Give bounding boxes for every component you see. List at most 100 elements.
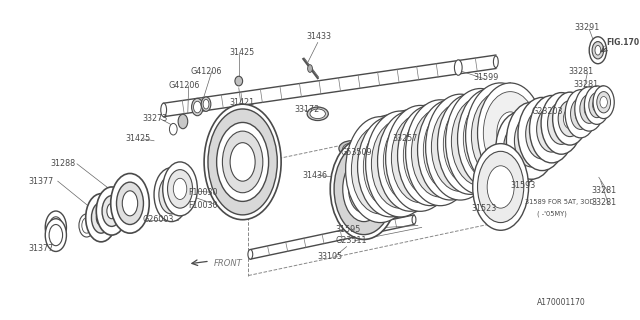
Text: 31433: 31433 — [306, 32, 331, 41]
Text: 33172: 33172 — [294, 105, 320, 115]
Text: G26003: G26003 — [143, 215, 174, 224]
Ellipse shape — [208, 109, 277, 215]
Text: 33273: 33273 — [143, 114, 168, 123]
Ellipse shape — [473, 144, 529, 230]
Text: 33257: 33257 — [393, 134, 418, 143]
Ellipse shape — [154, 168, 189, 222]
Ellipse shape — [444, 103, 497, 186]
Ellipse shape — [163, 162, 197, 216]
Ellipse shape — [367, 148, 394, 191]
Ellipse shape — [580, 95, 598, 124]
Ellipse shape — [201, 97, 211, 111]
Ellipse shape — [412, 108, 469, 197]
Ellipse shape — [431, 103, 489, 191]
Ellipse shape — [504, 124, 536, 173]
Ellipse shape — [82, 218, 92, 233]
Ellipse shape — [543, 116, 560, 142]
Ellipse shape — [477, 151, 524, 223]
Ellipse shape — [412, 215, 416, 224]
Ellipse shape — [377, 146, 404, 188]
Ellipse shape — [445, 89, 515, 195]
Ellipse shape — [371, 120, 429, 208]
Ellipse shape — [438, 94, 503, 194]
Ellipse shape — [45, 219, 67, 252]
Ellipse shape — [477, 83, 543, 183]
Text: G41206: G41206 — [191, 67, 222, 76]
Ellipse shape — [349, 165, 380, 213]
Text: 31421: 31421 — [229, 98, 254, 107]
Text: FIG.170: FIG.170 — [607, 38, 639, 47]
Ellipse shape — [161, 103, 166, 117]
Ellipse shape — [178, 114, 188, 129]
Ellipse shape — [339, 141, 364, 156]
Ellipse shape — [248, 250, 253, 259]
Ellipse shape — [426, 94, 495, 200]
Text: 33105: 33105 — [317, 252, 343, 261]
Text: 31425: 31425 — [125, 134, 150, 143]
Ellipse shape — [454, 60, 462, 75]
Ellipse shape — [49, 217, 63, 238]
Text: FRONT: FRONT — [214, 260, 243, 268]
Ellipse shape — [92, 202, 111, 233]
Ellipse shape — [541, 92, 582, 154]
Ellipse shape — [170, 124, 177, 135]
Ellipse shape — [427, 132, 454, 174]
Ellipse shape — [496, 112, 544, 185]
Ellipse shape — [230, 143, 255, 181]
Text: 33291: 33291 — [575, 23, 600, 32]
Ellipse shape — [447, 126, 474, 168]
Text: F10030: F10030 — [189, 201, 218, 210]
Ellipse shape — [358, 117, 423, 217]
Ellipse shape — [193, 101, 201, 113]
Ellipse shape — [589, 37, 607, 64]
Ellipse shape — [487, 166, 514, 208]
Ellipse shape — [563, 108, 577, 129]
Ellipse shape — [168, 170, 193, 208]
Ellipse shape — [463, 97, 517, 180]
Text: 31436: 31436 — [302, 171, 327, 180]
Ellipse shape — [49, 225, 63, 246]
Ellipse shape — [159, 175, 184, 214]
Ellipse shape — [584, 101, 595, 117]
Ellipse shape — [596, 92, 611, 113]
Ellipse shape — [417, 134, 444, 177]
Ellipse shape — [79, 214, 94, 237]
Text: 33281: 33281 — [591, 198, 616, 207]
Ellipse shape — [525, 109, 559, 159]
Ellipse shape — [493, 56, 498, 68]
Ellipse shape — [554, 112, 569, 135]
Ellipse shape — [417, 100, 483, 200]
Text: A170001170: A170001170 — [537, 298, 586, 307]
Ellipse shape — [204, 104, 281, 220]
Ellipse shape — [552, 92, 588, 145]
Text: G53509: G53509 — [341, 148, 372, 157]
Ellipse shape — [515, 115, 548, 167]
Ellipse shape — [529, 95, 574, 163]
Ellipse shape — [595, 45, 601, 55]
Text: 31377: 31377 — [29, 177, 54, 186]
Ellipse shape — [216, 123, 269, 201]
Text: 31523: 31523 — [472, 204, 497, 212]
Ellipse shape — [466, 83, 535, 189]
Text: 31599: 31599 — [474, 73, 499, 82]
Ellipse shape — [570, 98, 591, 129]
Ellipse shape — [600, 97, 607, 108]
Ellipse shape — [164, 184, 178, 205]
Ellipse shape — [592, 42, 604, 59]
Text: 31593: 31593 — [510, 180, 536, 189]
Ellipse shape — [96, 187, 127, 235]
Ellipse shape — [533, 120, 551, 148]
Ellipse shape — [477, 117, 504, 160]
Text: F10030: F10030 — [189, 188, 218, 197]
Ellipse shape — [191, 98, 203, 116]
Ellipse shape — [451, 97, 509, 186]
Text: 31595: 31595 — [335, 225, 360, 234]
Ellipse shape — [506, 102, 557, 179]
Ellipse shape — [387, 143, 414, 185]
Ellipse shape — [575, 105, 586, 122]
Ellipse shape — [392, 114, 449, 203]
Ellipse shape — [365, 111, 435, 217]
Ellipse shape — [511, 134, 529, 162]
Ellipse shape — [307, 107, 328, 121]
Ellipse shape — [107, 203, 116, 219]
